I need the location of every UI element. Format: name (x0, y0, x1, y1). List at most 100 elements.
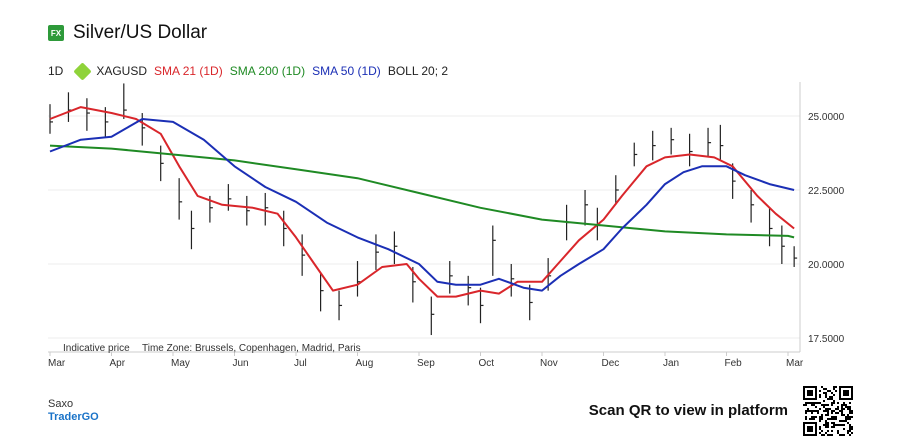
qr-module (843, 424, 845, 426)
qr-module (815, 410, 817, 412)
qr-module (831, 412, 833, 414)
qr-module (835, 418, 837, 420)
qr-module (815, 406, 817, 408)
x-tick-label: Jun (233, 358, 249, 369)
x-tick-label: Sep (417, 358, 435, 369)
qr-module (827, 404, 829, 406)
qr-module (849, 426, 851, 428)
qr-finder-core (807, 426, 813, 432)
qr-module (847, 418, 849, 420)
qr-module (811, 404, 813, 406)
qr-module (829, 390, 831, 392)
qr-module (827, 418, 829, 420)
qr-module (851, 432, 853, 434)
qr-module (849, 430, 851, 432)
y-tick-label: 22.5000 (808, 186, 845, 197)
qr-module (833, 416, 835, 418)
qr-module (845, 404, 847, 406)
qr-module (803, 404, 805, 406)
price-chart[interactable]: 25.000022.500020.000017.5000 Mar Apr May Ju… (0, 0, 900, 443)
qr-module (849, 428, 851, 430)
qr-module (851, 412, 853, 414)
qr-module (815, 402, 817, 404)
qr-finder-core (807, 390, 813, 396)
qr-module (833, 410, 835, 412)
qr-module (833, 422, 835, 424)
qr-module (837, 402, 839, 404)
qr-module (849, 410, 851, 412)
qr-module (827, 398, 829, 400)
qr-module (821, 434, 823, 436)
timezone-note: Time Zone: Brussels, Copenhagen, Madrid,… (142, 343, 361, 354)
qr-module (825, 414, 827, 416)
qr-module (827, 412, 829, 414)
qr-module (847, 416, 849, 418)
qr-cta: Scan QR to view in platform (589, 402, 788, 419)
qr-module (841, 406, 843, 408)
qr-module (819, 396, 821, 398)
product-name: TraderGO (48, 411, 99, 424)
qr-module (833, 424, 835, 426)
qr-module (847, 408, 849, 410)
qr-module (839, 434, 841, 436)
qr-module (847, 432, 849, 434)
qr-module (839, 424, 841, 426)
qr-module (831, 398, 833, 400)
x-tick-label: Oct (479, 358, 495, 369)
qr-module (823, 388, 825, 390)
qr-module (825, 424, 827, 426)
qr-module (827, 424, 829, 426)
brand-name: Saxo (48, 398, 99, 411)
qr-module (843, 428, 845, 430)
qr-module (825, 388, 827, 390)
qr-module (805, 418, 807, 420)
qr-module (851, 426, 853, 428)
qr-module (827, 426, 829, 428)
qr-module (849, 434, 851, 436)
qr-module (845, 416, 847, 418)
qr-module (821, 386, 823, 388)
qr-module (841, 410, 843, 412)
x-tick-label: Feb (725, 358, 743, 369)
qr-module (851, 428, 853, 430)
y-tick-label: 17.5000 (808, 334, 845, 345)
qr-module (847, 430, 849, 432)
qr-module (819, 402, 821, 404)
qr-module (829, 418, 831, 420)
qr-module (837, 406, 839, 408)
qr-module (831, 392, 833, 394)
y-axis: 25.0000 22.5000 20.0000 17.5000 (808, 112, 845, 345)
qr-module (837, 408, 839, 410)
qr-module (839, 420, 841, 422)
qr-module (849, 418, 851, 420)
x-tick-label: Aug (356, 358, 374, 369)
y-tick-label: 20.0000 (808, 260, 845, 271)
qr-module (837, 412, 839, 414)
qr-module (819, 394, 821, 396)
qr-module (825, 394, 827, 396)
x-tick-label: Jul (294, 358, 307, 369)
qr-module (823, 406, 825, 408)
qr-module (813, 418, 815, 420)
qr-module (845, 420, 847, 422)
qr-module (819, 420, 821, 422)
qr-code[interactable] (803, 386, 853, 436)
qr-module (813, 410, 815, 412)
qr-module (835, 408, 837, 410)
qr-module (823, 424, 825, 426)
qr-module (833, 402, 835, 404)
qr-module (811, 402, 813, 404)
qr-module (833, 394, 835, 396)
qr-module (817, 402, 819, 404)
qr-module (841, 414, 843, 416)
indicative-price-note: Indicative price (63, 343, 130, 354)
qr-module (845, 418, 847, 420)
qr-module (843, 408, 845, 410)
qr-module (847, 414, 849, 416)
qr-module (841, 434, 843, 436)
qr-module (831, 418, 833, 420)
y-tick-label: 25.0000 (808, 112, 845, 123)
qr-module (819, 428, 821, 430)
x-axis: Mar Apr May Jun Jul Aug Sep Oct Nov Dec Jan Feb Mar (48, 352, 804, 369)
qr-module (841, 408, 843, 410)
